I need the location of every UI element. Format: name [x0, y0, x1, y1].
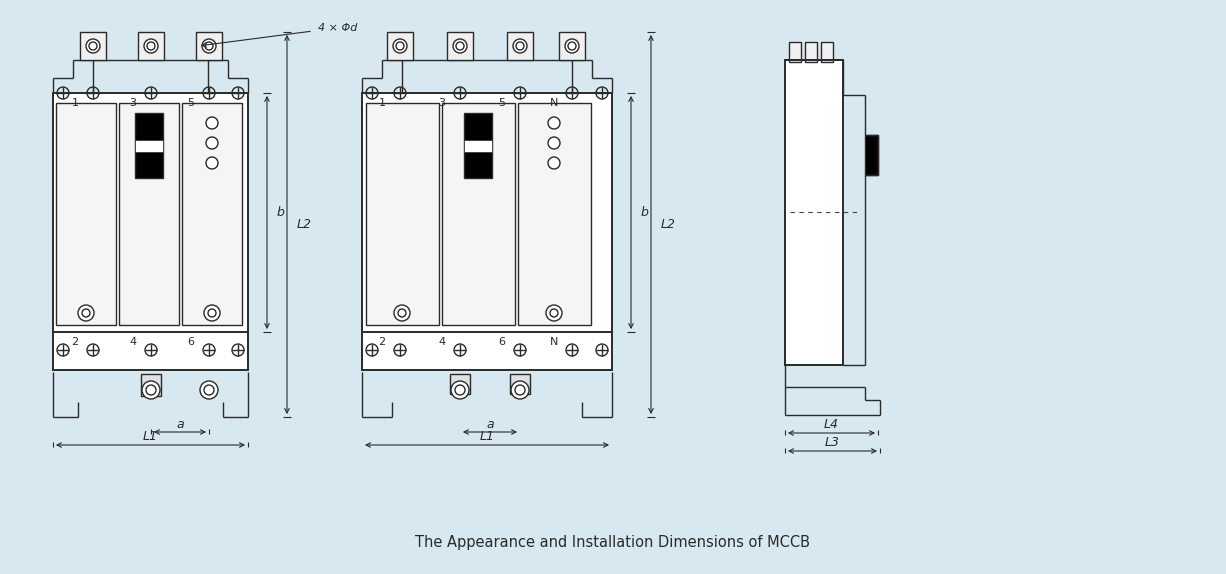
Text: b: b [277, 206, 284, 219]
Bar [510, 374, 530, 394]
Text: 6: 6 [188, 337, 195, 347]
Circle shape [200, 381, 218, 399]
Circle shape [511, 381, 528, 399]
Bar [196, 32, 222, 60]
Text: N: N [549, 337, 558, 347]
Text: L3: L3 [825, 436, 840, 448]
Bar [790, 42, 801, 62]
Circle shape [142, 381, 161, 399]
Circle shape [206, 137, 218, 149]
Text: L1: L1 [143, 430, 158, 444]
Bar [139, 32, 164, 60]
Text: 1: 1 [379, 98, 385, 108]
Text: 4: 4 [439, 337, 445, 347]
Polygon shape [866, 135, 878, 175]
Text: L4: L4 [824, 417, 839, 430]
Bar [362, 93, 612, 370]
Circle shape [394, 39, 407, 53]
Circle shape [204, 305, 219, 321]
Bar [785, 60, 843, 365]
Circle shape [548, 137, 560, 149]
Text: 3: 3 [130, 98, 136, 108]
Bar [135, 140, 163, 152]
Text: L2: L2 [297, 218, 311, 231]
Bar [80, 32, 105, 60]
Bar [141, 374, 161, 396]
Circle shape [451, 381, 470, 399]
Circle shape [512, 39, 527, 53]
Text: 5: 5 [499, 98, 505, 108]
Circle shape [452, 39, 467, 53]
Text: 4: 4 [130, 337, 136, 347]
Bar [447, 32, 473, 60]
Text: b: b [641, 206, 649, 219]
Bar [56, 103, 116, 325]
Bar [450, 374, 470, 394]
Circle shape [565, 39, 579, 53]
Text: 6: 6 [499, 337, 505, 347]
Circle shape [394, 305, 409, 321]
Bar [135, 113, 163, 178]
Bar [805, 42, 817, 62]
Circle shape [78, 305, 94, 321]
Text: L1: L1 [479, 430, 494, 444]
Bar [443, 103, 515, 325]
Bar [463, 140, 492, 152]
Bar [181, 103, 242, 325]
Text: 3: 3 [439, 98, 445, 108]
Bar [387, 32, 413, 60]
Text: 4 × Φd: 4 × Φd [318, 23, 357, 33]
Text: L2: L2 [661, 218, 676, 231]
Text: N: N [549, 98, 558, 108]
Circle shape [202, 39, 216, 53]
Circle shape [206, 117, 218, 129]
Circle shape [548, 157, 560, 169]
Text: a: a [177, 418, 184, 432]
Text: a: a [487, 418, 494, 432]
Bar [119, 103, 179, 325]
Bar [463, 113, 492, 178]
Bar [559, 32, 585, 60]
Bar [519, 103, 591, 325]
Circle shape [548, 117, 560, 129]
Circle shape [86, 39, 101, 53]
Bar [508, 32, 533, 60]
Bar [367, 103, 439, 325]
Text: 2: 2 [379, 337, 385, 347]
Text: 1: 1 [71, 98, 78, 108]
Circle shape [143, 39, 158, 53]
Text: The Appearance and Installation Dimensions of MCCB: The Appearance and Installation Dimensio… [416, 536, 810, 550]
Bar [53, 93, 248, 370]
Bar [821, 42, 832, 62]
Text: 5: 5 [188, 98, 195, 108]
Circle shape [206, 157, 218, 169]
Text: 2: 2 [71, 337, 78, 347]
Circle shape [546, 305, 562, 321]
